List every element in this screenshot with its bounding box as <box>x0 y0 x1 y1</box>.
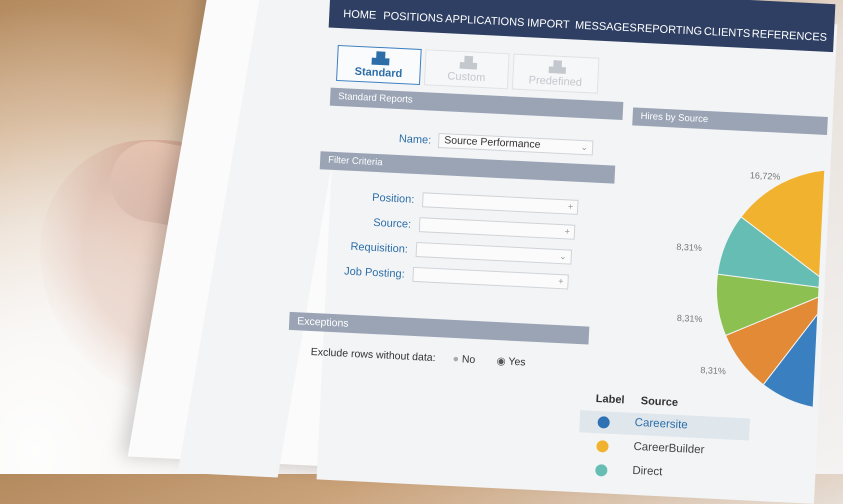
requisition-select[interactable]: ⌄ <box>415 242 573 265</box>
filter-criteria-header: Filter Criteria <box>319 151 616 184</box>
nav-import[interactable]: IMPORT <box>526 17 570 32</box>
radio-label: Yes <box>508 355 526 369</box>
requisition-label: Requisition: <box>350 240 409 256</box>
radio-icon: ● <box>452 352 460 366</box>
nav-applications[interactable]: APPLICATIONS <box>444 13 525 30</box>
plus-icon[interactable]: + <box>567 201 574 212</box>
nav-messages[interactable]: MESSAGES <box>574 19 638 35</box>
tab-label: Custom <box>447 70 486 85</box>
radio-no[interactable]: ● No <box>452 353 475 366</box>
job-posting-label: Job Posting: <box>343 265 405 281</box>
chevron-down-icon: ⌄ <box>580 141 589 153</box>
legend-source: CareerBuilder <box>633 440 705 457</box>
hires-by-source-header: Hires by Source <box>632 107 828 135</box>
select-value: Source Performance <box>443 134 541 151</box>
pie-label: 8,31% <box>676 241 703 253</box>
legend-source: Direct <box>632 464 663 479</box>
pie-slice[interactable] <box>762 286 825 412</box>
radio-yes[interactable]: ◉ Yes <box>496 355 526 368</box>
legend-col-source: Source <box>640 395 679 409</box>
legend-col-label: Label <box>595 392 625 407</box>
nav-references[interactable]: REFERENCES <box>751 28 828 44</box>
nav-clients[interactable]: CLIENTS <box>703 25 751 41</box>
name-label: Name: <box>398 133 432 147</box>
nav-home[interactable]: HOME <box>343 8 377 22</box>
source-input[interactable]: + <box>418 217 576 240</box>
pie-label: 8,31% <box>676 312 703 325</box>
plus-icon[interactable]: + <box>564 226 571 237</box>
source-label: Source: <box>372 216 412 231</box>
position-input[interactable]: + <box>421 192 579 215</box>
bar-chart-icon: ▟▙ <box>371 52 390 66</box>
color-dot-icon <box>597 416 610 429</box>
tab-predefined[interactable]: ▟▙ Predefined <box>511 53 600 94</box>
exceptions-header: Exceptions <box>288 311 590 345</box>
nav-reporting[interactable]: REPORTING <box>636 22 703 38</box>
tab-label: Standard <box>354 65 403 81</box>
pie-label: 8,31% <box>700 365 727 377</box>
job-posting-input[interactable]: + <box>412 266 569 290</box>
chevron-down-icon: ⌄ <box>558 251 567 262</box>
report-name-select[interactable]: Source Performance ⌄ <box>437 132 594 156</box>
legend-source: Careersite <box>634 416 688 432</box>
tab-standard[interactable]: ▟▙ Standard <box>336 44 422 86</box>
top-nav: HOME POSITIONS APPLICATIONS IMPORT MESSA… <box>328 0 836 53</box>
radio-label: No <box>461 353 476 367</box>
pie-label: 16,72% <box>749 170 781 182</box>
color-dot-icon <box>596 440 609 453</box>
tab-custom[interactable]: ▟▙ Custom <box>423 49 510 90</box>
tab-label: Predefined <box>528 74 583 89</box>
tablet-screen: HOME POSITIONS APPLICATIONS IMPORT MESSA… <box>177 0 838 504</box>
color-dot-icon <box>595 464 608 477</box>
plus-icon[interactable]: + <box>558 276 564 287</box>
nav-positions[interactable]: POSITIONS <box>382 10 444 26</box>
custom-chart-icon: ▟▙ <box>459 56 478 70</box>
pie-chart <box>715 169 825 412</box>
position-label: Position: <box>371 191 415 206</box>
predefined-chart-icon: ▟▙ <box>548 61 567 75</box>
exclude-label: Exclude rows without data: <box>310 345 436 365</box>
radio-selected-icon: ◉ <box>496 355 507 368</box>
